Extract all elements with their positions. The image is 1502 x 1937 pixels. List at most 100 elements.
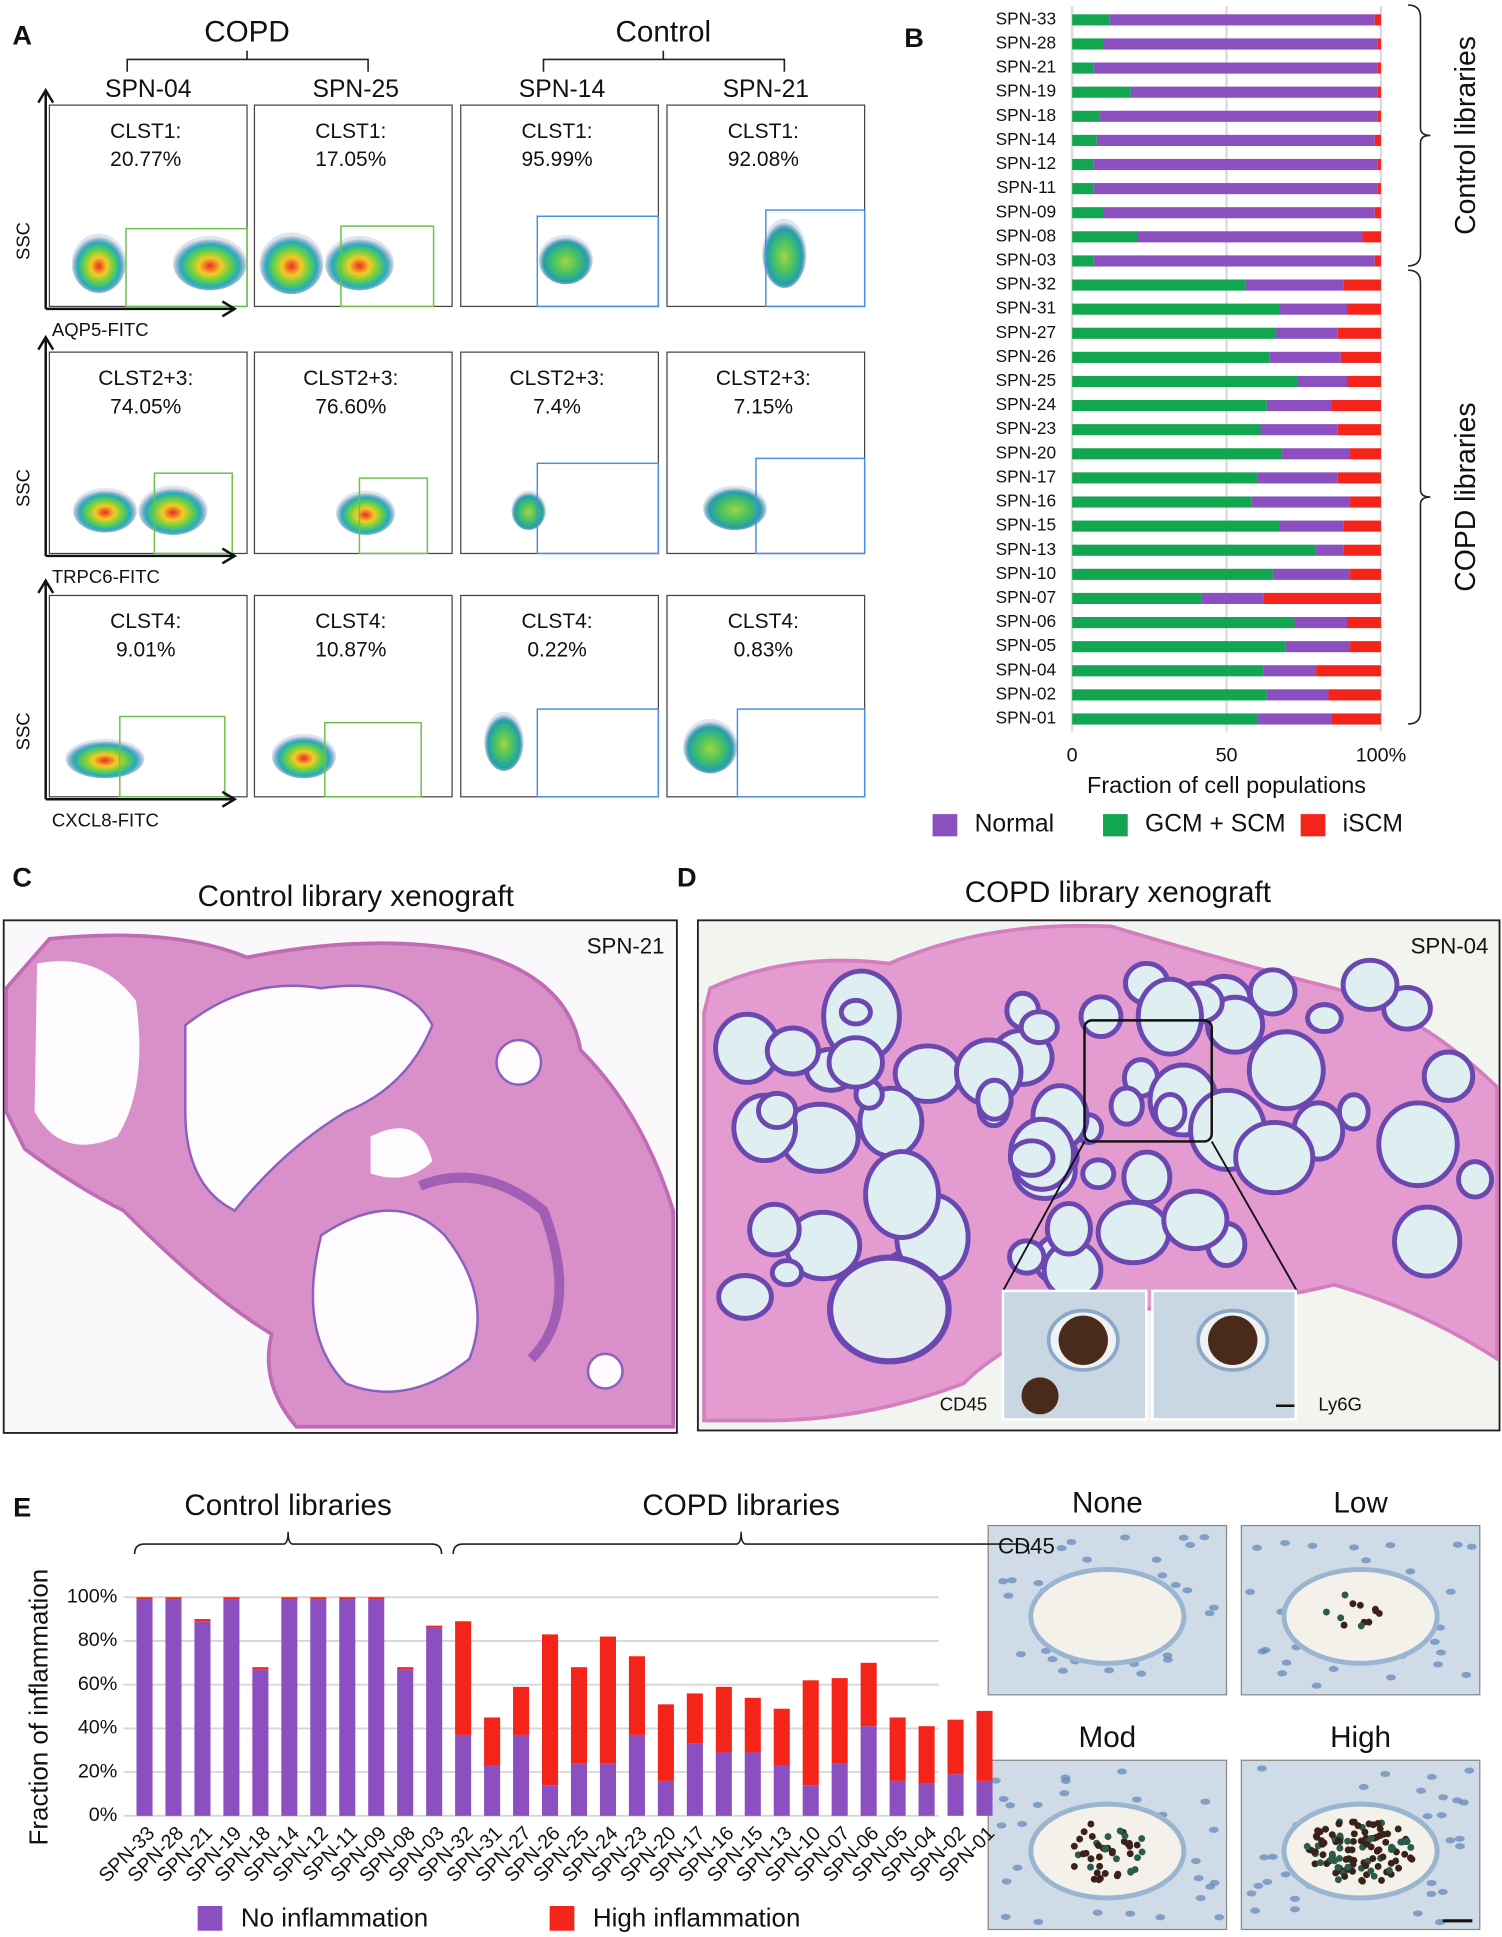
nucleus xyxy=(1380,1770,1391,1778)
gate-name: CLST4: xyxy=(522,610,593,633)
nucleus xyxy=(1178,1534,1189,1541)
bar-segment xyxy=(1072,327,1276,339)
nucleus xyxy=(1190,1857,1201,1865)
legend-swatch xyxy=(197,1906,223,1931)
stained-cell xyxy=(1356,1601,1364,1609)
vessel-lumen xyxy=(1028,1566,1187,1666)
nucleus xyxy=(1386,1674,1396,1681)
gate-name: CLST4: xyxy=(110,610,181,633)
bar-segment xyxy=(1072,183,1094,195)
bar-segment xyxy=(918,1783,935,1816)
bar-segment xyxy=(1072,520,1280,532)
nucleus xyxy=(1214,1914,1225,1921)
y-tick-label: SPN-33 xyxy=(996,8,1057,28)
stained-cells xyxy=(1021,1377,1059,1415)
gland xyxy=(975,1077,1014,1122)
bar-segment xyxy=(918,1726,935,1784)
bar-segment xyxy=(397,1669,414,1816)
stained-cell xyxy=(1332,1869,1340,1877)
bar-segment xyxy=(1374,134,1381,146)
gland xyxy=(1161,1188,1230,1252)
stained-cell xyxy=(1376,1832,1384,1840)
cell-cloud xyxy=(702,485,768,531)
bar-segment xyxy=(1377,158,1381,171)
bar-segment xyxy=(310,1597,327,1600)
bar-segment xyxy=(1072,641,1286,653)
axis-arrow xyxy=(37,578,238,808)
gland xyxy=(1080,1157,1117,1191)
y-tick-label: 60% xyxy=(78,1673,118,1695)
stained-cell xyxy=(1344,1837,1352,1845)
stained-cell xyxy=(1349,1600,1357,1608)
legend-swatch xyxy=(549,1906,575,1931)
bar-segment xyxy=(426,1627,443,1816)
bar-segment xyxy=(484,1717,501,1766)
y-tick-label: SPN-23 xyxy=(996,418,1057,438)
bar-segment xyxy=(1093,255,1375,267)
nucleus xyxy=(1280,1871,1291,1878)
bracket xyxy=(1408,269,1431,725)
nucleus xyxy=(1195,1895,1206,1902)
bar-segment xyxy=(599,1763,616,1816)
gland xyxy=(1421,1049,1476,1103)
gate xyxy=(358,477,429,555)
gate-name: CLST2+3: xyxy=(510,367,605,390)
x-axis-title: Fraction of cell populations xyxy=(1087,772,1366,798)
y-tick-label: 40% xyxy=(78,1717,118,1739)
y-tick-label: SPN-19 xyxy=(996,81,1057,101)
bar-segment xyxy=(860,1662,877,1727)
cell-cloud xyxy=(538,234,593,285)
gland xyxy=(1152,1091,1188,1133)
nucleus xyxy=(1434,1919,1445,1926)
gland xyxy=(747,1201,802,1258)
stained-cell xyxy=(1349,1837,1357,1845)
bar-segment xyxy=(339,1597,356,1600)
bracket-label: COPD libraries xyxy=(642,1489,840,1522)
bar-segment xyxy=(1266,689,1329,701)
stained-cell xyxy=(1347,1856,1355,1864)
bar-segment xyxy=(1297,375,1347,388)
panel-letter: A xyxy=(12,19,32,50)
sample-label: SPN-04 xyxy=(105,76,191,103)
panel-letter: C xyxy=(12,862,32,893)
bar-segment xyxy=(1072,279,1246,291)
bracket-label: Control libraries xyxy=(1450,36,1482,235)
stained-cell xyxy=(1387,1846,1395,1854)
bar-segment xyxy=(1337,424,1381,436)
y-tick-label: SPN-18 xyxy=(996,105,1057,125)
stained-cell xyxy=(1344,1863,1352,1871)
cell-cloud xyxy=(484,711,524,771)
y-tick-label: SPN-28 xyxy=(996,33,1057,53)
gate xyxy=(755,457,866,555)
nucleus xyxy=(1464,1767,1475,1774)
y-tick-label: SPN-04 xyxy=(996,659,1057,679)
nucleus xyxy=(1349,1544,1360,1551)
gland xyxy=(1044,1201,1093,1257)
bar-segment xyxy=(1331,713,1381,725)
bar-segment xyxy=(1136,231,1363,243)
nucleus xyxy=(1452,1541,1463,1548)
nucleus xyxy=(1361,1557,1371,1564)
bar-segment xyxy=(339,1599,356,1816)
nucleus xyxy=(1426,1879,1437,1887)
gate xyxy=(536,708,660,798)
stained-cell xyxy=(1395,1864,1403,1872)
bar-segment xyxy=(1072,544,1317,556)
y-tick-label: SPN-26 xyxy=(996,346,1057,366)
bar-segment xyxy=(1072,255,1094,267)
gland xyxy=(1391,1204,1463,1279)
nucleus xyxy=(1277,1670,1288,1677)
gate-value: 74.05% xyxy=(110,395,181,418)
bar-segment xyxy=(368,1599,385,1816)
bar-segment xyxy=(744,1752,761,1816)
nucleus xyxy=(1250,1907,1261,1914)
level-label: None xyxy=(1072,1486,1143,1519)
x-axis-label: AQP5-FITC xyxy=(52,319,149,340)
stained-cell xyxy=(1116,1827,1124,1835)
nucleus xyxy=(1454,1835,1465,1842)
nucleus xyxy=(1117,1768,1127,1775)
y-tick-label: SPN-05 xyxy=(996,635,1057,655)
bar-segment xyxy=(368,1597,385,1600)
stained-cell xyxy=(1374,1863,1382,1870)
bar-segment xyxy=(223,1597,240,1600)
